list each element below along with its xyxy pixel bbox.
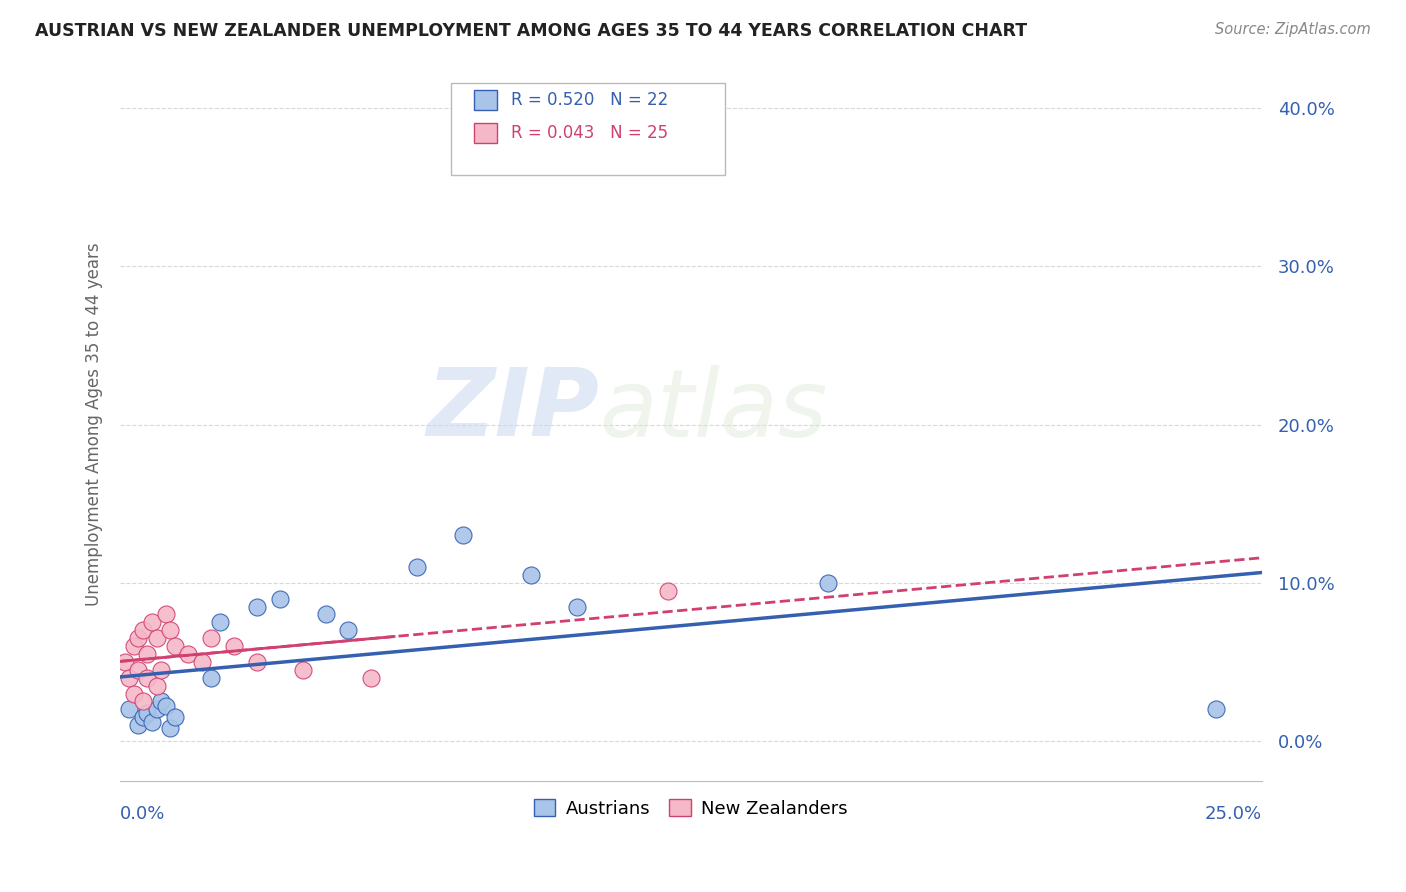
Point xyxy=(145,702,167,716)
Point xyxy=(118,671,141,685)
Point xyxy=(163,639,186,653)
FancyBboxPatch shape xyxy=(474,90,496,110)
Text: 25.0%: 25.0% xyxy=(1205,805,1263,823)
Point xyxy=(269,591,291,606)
Text: atlas: atlas xyxy=(599,365,828,456)
Point xyxy=(191,655,214,669)
Text: 0.0%: 0.0% xyxy=(120,805,166,823)
Point xyxy=(136,671,159,685)
Point xyxy=(145,679,167,693)
Point xyxy=(127,718,149,732)
Point xyxy=(817,575,839,590)
Point xyxy=(122,687,145,701)
Legend: Austrians, New Zealanders: Austrians, New Zealanders xyxy=(527,792,855,825)
Point xyxy=(127,631,149,645)
Point xyxy=(209,615,232,630)
FancyBboxPatch shape xyxy=(451,83,725,176)
Point xyxy=(141,615,163,630)
Point xyxy=(520,567,543,582)
Point xyxy=(150,694,173,708)
Point xyxy=(150,663,173,677)
Point xyxy=(141,714,163,729)
Y-axis label: Unemployment Among Ages 35 to 44 years: Unemployment Among Ages 35 to 44 years xyxy=(86,243,103,607)
Point xyxy=(159,624,181,638)
Point xyxy=(291,663,314,677)
Point xyxy=(200,631,222,645)
Point xyxy=(315,607,337,622)
Point xyxy=(200,671,222,685)
Point xyxy=(360,671,382,685)
Point xyxy=(565,599,588,614)
Point xyxy=(163,710,186,724)
Point xyxy=(122,639,145,653)
Point xyxy=(337,624,360,638)
Point xyxy=(451,528,474,542)
Point xyxy=(132,694,155,708)
Text: R = 0.520   N = 22: R = 0.520 N = 22 xyxy=(510,91,668,109)
Text: AUSTRIAN VS NEW ZEALANDER UNEMPLOYMENT AMONG AGES 35 TO 44 YEARS CORRELATION CHA: AUSTRIAN VS NEW ZEALANDER UNEMPLOYMENT A… xyxy=(35,22,1028,40)
Point xyxy=(155,607,177,622)
Text: Source: ZipAtlas.com: Source: ZipAtlas.com xyxy=(1215,22,1371,37)
Point xyxy=(136,706,159,720)
Point xyxy=(136,647,159,661)
Point xyxy=(405,560,427,574)
Point xyxy=(177,647,200,661)
Point xyxy=(159,722,181,736)
Text: ZIP: ZIP xyxy=(426,364,599,457)
Point xyxy=(145,631,167,645)
Point xyxy=(118,702,141,716)
Text: R = 0.043   N = 25: R = 0.043 N = 25 xyxy=(510,124,668,143)
FancyBboxPatch shape xyxy=(474,123,496,144)
Point xyxy=(155,699,177,714)
Point xyxy=(127,663,149,677)
Point xyxy=(132,624,155,638)
Point xyxy=(246,599,269,614)
Point xyxy=(224,639,246,653)
Point xyxy=(114,655,136,669)
Point xyxy=(246,655,269,669)
Point xyxy=(1205,702,1227,716)
Point xyxy=(657,583,679,598)
Point xyxy=(132,710,155,724)
